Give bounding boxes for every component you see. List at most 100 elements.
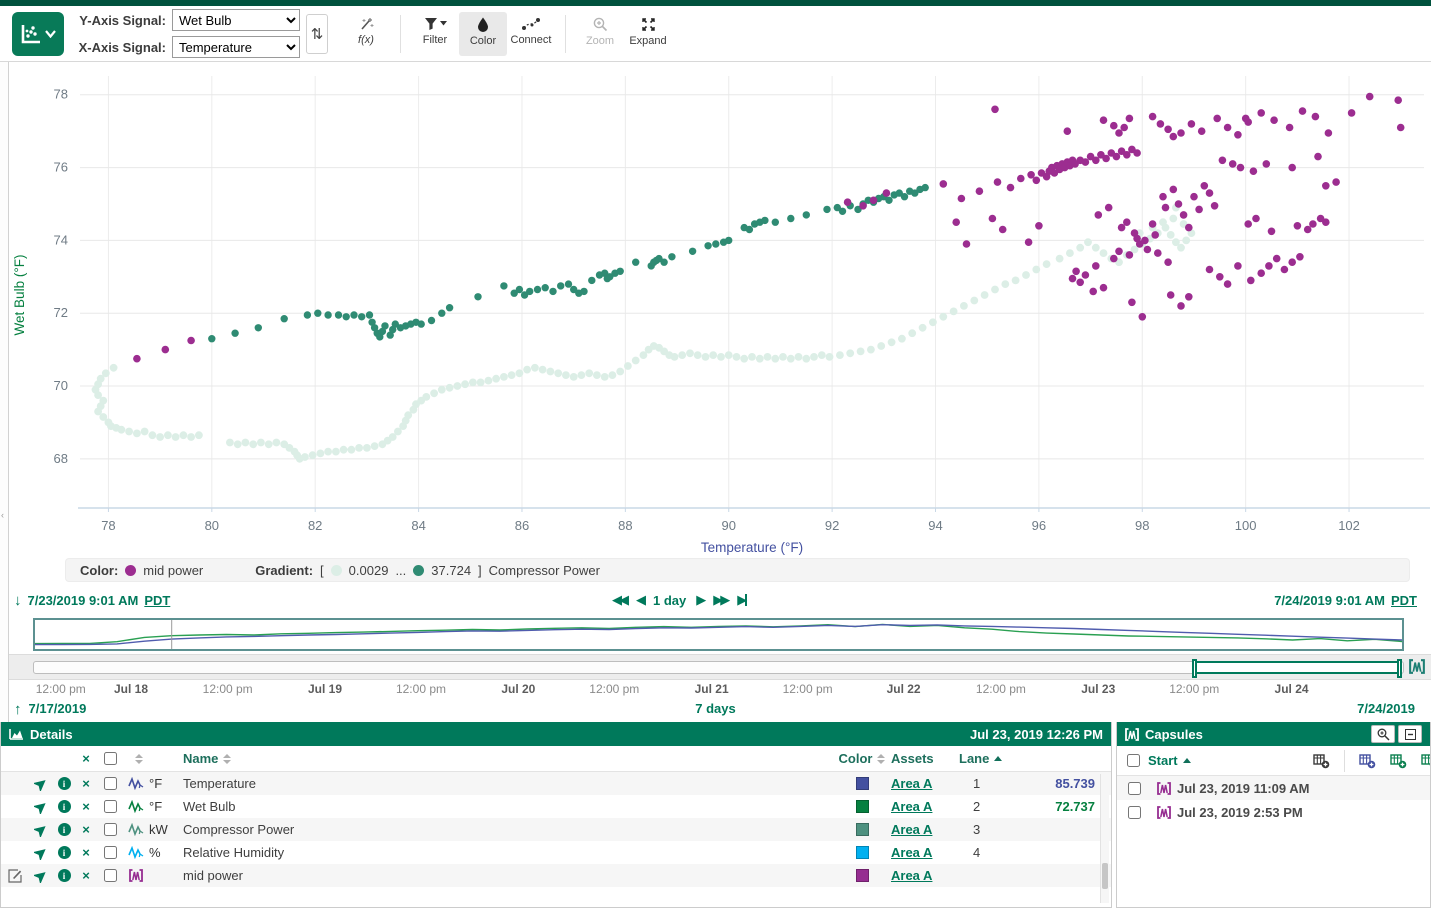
display-range-start[interactable]: 7/23/2019 9:01 AM bbox=[28, 593, 139, 608]
timezone-end[interactable]: PDT bbox=[1391, 593, 1417, 608]
info-icon[interactable] bbox=[58, 846, 71, 859]
pin-icon[interactable] bbox=[34, 846, 48, 860]
sort-name-icon[interactable] bbox=[223, 754, 231, 764]
display-range-end[interactable]: 7/24/2019 9:01 AM bbox=[1274, 593, 1385, 608]
filter-tool-button[interactable]: Filter bbox=[411, 12, 459, 56]
swap-axes-button[interactable]: ⇅ bbox=[306, 14, 328, 54]
capsule-icon-cell bbox=[1151, 782, 1177, 795]
fx-tool-button[interactable]: f(x) bbox=[342, 12, 390, 56]
remove-icon[interactable]: × bbox=[82, 822, 90, 837]
asset-link[interactable]: Area A bbox=[891, 845, 932, 860]
asset-cell: Area A bbox=[885, 868, 959, 883]
asset-link[interactable]: Area A bbox=[891, 868, 932, 883]
info-icon[interactable] bbox=[58, 800, 71, 813]
row-checkbox[interactable] bbox=[104, 869, 117, 882]
info-icon[interactable] bbox=[58, 823, 71, 836]
info-icon[interactable] bbox=[58, 869, 71, 882]
asset-link[interactable]: Area A bbox=[891, 776, 932, 791]
timebar-label: Jul 20 bbox=[501, 682, 535, 696]
capsules-collapse-button[interactable] bbox=[1398, 725, 1422, 743]
column-assets[interactable]: Assets bbox=[891, 751, 934, 766]
remove-icon[interactable]: × bbox=[82, 776, 90, 791]
signal-icon bbox=[128, 846, 144, 859]
scrubber-selection[interactable] bbox=[1196, 661, 1397, 674]
step-to-end-button[interactable]: ▶ bbox=[737, 592, 747, 608]
details-row[interactable]: ×%Relative HumidityArea A4 bbox=[1, 841, 1111, 864]
color-swatch[interactable] bbox=[856, 869, 869, 882]
details-scrollbar[interactable] bbox=[1100, 774, 1109, 903]
remove-icon[interactable]: × bbox=[82, 868, 90, 883]
capsules-zoom-button[interactable] bbox=[1371, 725, 1395, 743]
capsule-row[interactable]: Jul 23, 2019 2:53 PM bbox=[1117, 800, 1430, 824]
details-row[interactable]: ×°FTemperatureArea A185.739 bbox=[1, 772, 1111, 795]
add-column-buttons bbox=[1313, 750, 1431, 772]
overview-trend-chart[interactable] bbox=[33, 618, 1404, 651]
row-checkbox[interactable] bbox=[104, 823, 117, 836]
pin-icon[interactable] bbox=[34, 869, 48, 883]
column-lane[interactable]: Lane bbox=[959, 751, 989, 766]
pin-icon[interactable] bbox=[34, 823, 48, 837]
capsule-icon-cell bbox=[1151, 806, 1177, 819]
row-checkbox[interactable] bbox=[104, 800, 117, 813]
add-column-icon[interactable] bbox=[1313, 753, 1330, 769]
step-forward-button[interactable]: ▶ bbox=[696, 592, 703, 608]
capsule-checkbox[interactable] bbox=[1128, 782, 1141, 795]
color-tool-button[interactable]: Color bbox=[459, 12, 507, 56]
scrubber-handle-right[interactable] bbox=[1397, 659, 1402, 678]
lane-cell: 1 bbox=[959, 776, 1003, 791]
remove-all-icon[interactable]: × bbox=[82, 751, 90, 766]
capsules-select-all-checkbox[interactable] bbox=[1127, 754, 1140, 767]
svg-text:Wet Bulb (°F): Wet Bulb (°F) bbox=[12, 255, 27, 336]
column-name[interactable]: Name bbox=[183, 751, 218, 766]
details-scrollbar-handle[interactable] bbox=[1102, 863, 1108, 889]
range-start-arrow-icon[interactable]: ↓ bbox=[14, 592, 22, 609]
scatter-chart-area[interactable]: ‹ 78808284868890929496981001026870727476… bbox=[0, 62, 1431, 558]
pin-icon[interactable] bbox=[34, 777, 48, 791]
step-forward-fast-button[interactable]: ▶▶ bbox=[713, 592, 727, 608]
pin-icon[interactable] bbox=[34, 800, 48, 814]
remove-icon[interactable]: × bbox=[82, 845, 90, 860]
x-axis-signal-select[interactable]: Temperature bbox=[172, 36, 300, 58]
column-start[interactable]: Start bbox=[1148, 753, 1178, 768]
column-color[interactable]: Color bbox=[839, 751, 873, 766]
investigate-duration[interactable]: 7 days bbox=[0, 701, 1431, 716]
color-swatch[interactable] bbox=[856, 823, 869, 836]
color-swatch[interactable] bbox=[856, 800, 869, 813]
y-axis-signal-label: Y-Axis Signal: bbox=[74, 13, 166, 28]
details-row[interactable]: ×mid powerArea A bbox=[1, 864, 1111, 887]
capsule-time-icon[interactable] bbox=[1409, 659, 1425, 674]
edit-icon[interactable] bbox=[8, 869, 22, 883]
timezone-start[interactable]: PDT bbox=[144, 593, 170, 608]
select-all-checkbox[interactable] bbox=[104, 752, 117, 765]
pin-cell bbox=[29, 869, 53, 883]
step-size-button[interactable]: 1 day bbox=[653, 593, 686, 608]
details-row[interactable]: ×°FWet BulbArea A272.737 bbox=[1, 795, 1111, 818]
scatterplot-tool-button[interactable] bbox=[12, 12, 64, 56]
asset-link[interactable]: Area A bbox=[891, 822, 932, 837]
asset-link[interactable]: Area A bbox=[891, 799, 932, 814]
add-column-icon[interactable] bbox=[1421, 753, 1431, 769]
connect-tool-button[interactable]: Connect bbox=[507, 12, 555, 56]
scrubber-handle-left[interactable] bbox=[1192, 659, 1197, 678]
add-column-icon[interactable] bbox=[1359, 753, 1376, 769]
step-back-fast-button[interactable]: ◀◀ bbox=[612, 592, 626, 608]
row-checkbox[interactable] bbox=[104, 846, 117, 859]
capsule-checkbox[interactable] bbox=[1128, 806, 1141, 819]
scrubber-track[interactable] bbox=[33, 661, 1404, 674]
color-swatch[interactable] bbox=[856, 777, 869, 790]
info-icon[interactable] bbox=[58, 777, 71, 790]
cursor-value: 85.739 bbox=[1003, 776, 1095, 791]
y-axis-signal-select[interactable]: Wet Bulb bbox=[172, 9, 300, 31]
remove-icon[interactable]: × bbox=[82, 799, 90, 814]
panel-collapse-rail[interactable]: ‹ bbox=[0, 62, 9, 722]
investigate-end-date[interactable]: 7/24/2019 bbox=[1357, 701, 1415, 716]
add-column-icon[interactable] bbox=[1390, 753, 1407, 769]
details-row[interactable]: ×kWCompressor PowerArea A3 bbox=[1, 818, 1111, 841]
expand-tool-button[interactable]: Expand bbox=[624, 12, 672, 56]
sort-type-icon[interactable] bbox=[135, 754, 143, 764]
scatter-plot[interactable]: 7880828486889092949698100102687072747678… bbox=[0, 62, 1431, 558]
step-back-button[interactable]: ◀ bbox=[636, 592, 643, 608]
capsule-row[interactable]: Jul 23, 2019 11:09 AM bbox=[1117, 776, 1430, 800]
color-swatch[interactable] bbox=[856, 846, 869, 859]
row-checkbox[interactable] bbox=[104, 777, 117, 790]
